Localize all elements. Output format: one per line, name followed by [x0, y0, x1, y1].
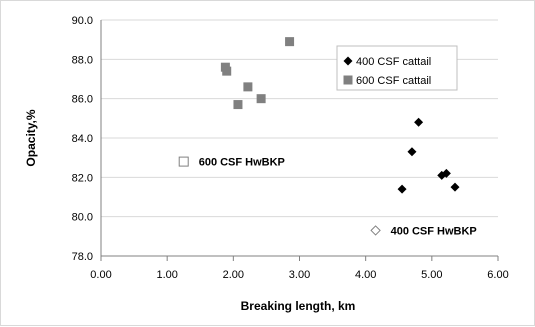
gridlines: [101, 19, 498, 218]
data-point: [222, 66, 232, 76]
data-point: [407, 147, 417, 157]
x-tick-label: 6.00: [487, 269, 508, 281]
data-point: [450, 182, 460, 192]
data-point: [441, 168, 451, 178]
x-tick-label: 4.00: [355, 269, 376, 281]
y-tick-label: 82.0: [72, 172, 93, 184]
x-axis-title: Breaking length, km: [241, 299, 356, 313]
x-tick-label: 3.00: [289, 269, 310, 281]
x-tick-label: 1.00: [156, 269, 177, 281]
data-point: [397, 184, 407, 194]
x-tick-label: 0.00: [90, 269, 111, 281]
legend-box: [336, 45, 458, 91]
y-tick-label: 80.0: [72, 212, 93, 224]
legend-marker: [343, 56, 353, 66]
x-tick-labels: 0.00 1.00 2.00 3.00 4.00 5.00 6.00: [90, 269, 508, 281]
annotation-label: 600 CSF HwBKP: [199, 157, 285, 169]
y-tick-label: 88.0: [72, 54, 93, 66]
data-point: [243, 82, 253, 92]
data-point: [414, 117, 424, 127]
annotations: 600 CSF HwBKP 400 CSF HwBKP: [178, 156, 477, 237]
y-tick-label: 90.0: [72, 15, 93, 27]
legend-label: 600 CSF cattail: [356, 75, 431, 87]
annotation-marker: [178, 156, 189, 167]
annotation-label: 400 CSF HwBKP: [391, 225, 477, 237]
y-axis-title: Opacity,%: [24, 109, 38, 166]
y-tick-labels: 78.0 80.0 82.0 84.0 86.0 88.0 90.0: [72, 15, 93, 263]
data-points: [220, 37, 460, 194]
data-point: [256, 94, 266, 104]
axes: [100, 20, 499, 261]
data-point: [233, 100, 243, 110]
legend-marker: [343, 75, 353, 85]
legend-label: 400 CSF cattail: [356, 56, 431, 68]
annotation-marker: [370, 225, 381, 236]
y-tick-label: 84.0: [72, 133, 93, 145]
y-tick-label: 78.0: [72, 251, 93, 263]
legend: 400 CSF cattail 600 CSF cattail: [336, 45, 458, 91]
x-tick-label: 5.00: [421, 269, 442, 281]
y-tick-label: 86.0: [72, 94, 93, 106]
data-point: [285, 37, 295, 47]
x-tick-label: 2.00: [223, 269, 244, 281]
